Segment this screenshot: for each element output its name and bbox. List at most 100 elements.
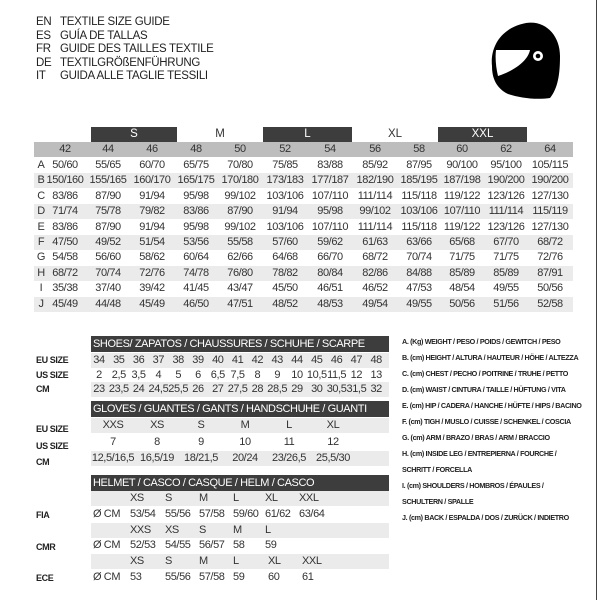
row-label: US SIZE	[36, 440, 69, 451]
table-cell: 91/94	[272, 205, 298, 218]
row-label: F	[37, 236, 45, 248]
size-cell: XXL	[302, 555, 322, 567]
table-cell: 103/106	[400, 205, 438, 218]
table-cell: 51/56	[493, 297, 519, 310]
size-cell: S	[199, 523, 206, 536]
table-cell: 62	[500, 143, 512, 155]
title-line: IT GUIDA ALLE TAGLIE TESSILI	[36, 70, 208, 84]
table-cell: 57/60	[272, 236, 298, 248]
helmet-size-row: XS S M L XL XXL	[91, 491, 389, 506]
table-cell: 8	[154, 435, 160, 448]
table-cell: 54/58	[52, 251, 78, 264]
size-cell: M	[233, 523, 242, 536]
table-row: I 35/38 37/40 39/42 41/45 43/47 45/50 46/51 46/5…	[34, 281, 573, 296]
table-cell: 50/60	[52, 159, 78, 171]
table-cell: 9	[198, 435, 204, 448]
table-cell: 2	[96, 368, 102, 381]
table-row: 12,5/16,5 16,5/19 18/21,5 20/24 23/26,5 25,5/…	[91, 451, 389, 466]
row-label: C	[37, 189, 45, 202]
table-cell: 115/118	[401, 220, 437, 233]
size-band-m: M	[215, 128, 225, 140]
table-cell: 83/86	[183, 205, 209, 218]
table-cell: 37/40	[95, 282, 121, 295]
table-cell: 55/56	[165, 507, 191, 520]
table-cell: 48/52	[272, 297, 298, 310]
table-cell: 99/102	[224, 189, 256, 202]
table-row: 2 2,5 3,5 4 5 6 6,5 7,5 8 9 10 10,5 11,5 12 13	[91, 368, 389, 383]
table-cell: 53	[130, 570, 142, 583]
table-cell: 4	[155, 368, 162, 381]
table-cell: 3,5	[131, 368, 146, 381]
table-cell: 43	[271, 354, 283, 366]
table-cell: 58	[233, 539, 245, 551]
table-cell: 54/55	[165, 539, 191, 551]
title-text: GUÍA DE TALLAS	[60, 29, 148, 42]
table-cell: 58	[413, 143, 425, 155]
table-cell: 41/45	[183, 282, 209, 295]
size-cell: XL	[268, 555, 281, 567]
table-cell: 25,5	[168, 383, 189, 395]
table-cell: 177/187	[311, 174, 349, 187]
table-row: A 50/60 55/65 60/70 65/75 70/80 75/85 83/88 85/9…	[34, 158, 573, 173]
table-row: C 83/86 87/90 91/94 95/98 99/102 103/106 107/11…	[34, 189, 573, 204]
table-cell: 65/75	[183, 159, 209, 171]
table-cell: 155/165	[89, 174, 127, 187]
table-cell: 83/86	[52, 189, 78, 202]
table-cell: 31,5	[346, 383, 367, 395]
title-text: GUIDE DES TAILLES TEXTILE	[60, 43, 214, 55]
table-cell: 2,5	[111, 368, 126, 381]
table-cell: 55/65	[95, 159, 121, 171]
row-label: EU SIZE	[36, 424, 69, 434]
table-cell: 119/122	[443, 220, 481, 233]
size-cell: XXS	[130, 523, 151, 536]
helmet-value-row: Ø CM 52/53 54/55 56/57 58 59	[91, 538, 389, 553]
table-cell: 66/70	[317, 251, 343, 264]
table-cell: 20/24	[232, 452, 258, 464]
table-cell: 190/200	[487, 174, 525, 187]
table-cell: L	[286, 419, 292, 431]
table-cell: 60/64	[183, 251, 209, 264]
table-cell: 60	[456, 143, 468, 155]
table-cell: 23/26,5	[272, 452, 306, 464]
table-cell: 12	[350, 368, 363, 381]
section-header: HELMET / CASCO / CASQUE / HELM / CASCO	[91, 475, 389, 491]
table-cell: 55/56	[165, 570, 191, 583]
section-header: GLOVES / GUANTES / GANTS / HANDSCHUHE / …	[91, 401, 389, 417]
legend-line: F. (cm) TIGH / MUSLO / CUISSE / SCHENKEL…	[402, 417, 571, 426]
table-cell: 63/66	[406, 236, 432, 248]
table-cell: 105/115	[531, 159, 569, 171]
table-cell: 107/110	[311, 189, 349, 202]
table-cell: 7	[110, 435, 116, 448]
table-cell: 91/94	[139, 220, 165, 233]
table-cell: 39	[192, 354, 204, 366]
table-cell: 46/51	[317, 282, 343, 295]
table-cell: 59	[233, 570, 245, 583]
table-cell: 51/54	[139, 236, 165, 248]
table-cell: 53/54	[130, 507, 156, 520]
row-label: CM	[36, 384, 50, 394]
table-cell: 18/21,5	[184, 452, 218, 464]
table-cell: 48	[370, 354, 382, 366]
table-cell: 165/175	[177, 174, 215, 187]
legend-line: J. (cm) BACK / ESPALDA / DOS / ZURÜCK / …	[402, 513, 569, 522]
table-cell: 6	[195, 368, 201, 381]
table-cell: 115/119	[532, 205, 568, 218]
row-label: E	[37, 220, 45, 233]
legend-line: SCHRITT / FORCELLA	[402, 465, 472, 474]
table-cell: 50/56	[449, 297, 475, 310]
row-label: ECE	[36, 573, 54, 583]
language-code: ES	[36, 29, 51, 42]
table-cell: 45	[311, 354, 323, 366]
table-cell: 54	[324, 143, 336, 155]
table-cell: 46/52	[362, 282, 388, 295]
table-cell: 78/82	[272, 266, 298, 279]
language-code: DE	[36, 56, 52, 69]
row-label: D	[37, 205, 45, 218]
size-cell: L	[233, 555, 239, 567]
title-text: TEXTILGRÖßENFÜHRUNG	[60, 56, 200, 69]
table-cell: 56/57	[199, 539, 225, 551]
language-code: EN	[36, 16, 52, 28]
table-cell: 87/91	[537, 266, 563, 279]
table-cell: 48/54	[449, 282, 475, 295]
